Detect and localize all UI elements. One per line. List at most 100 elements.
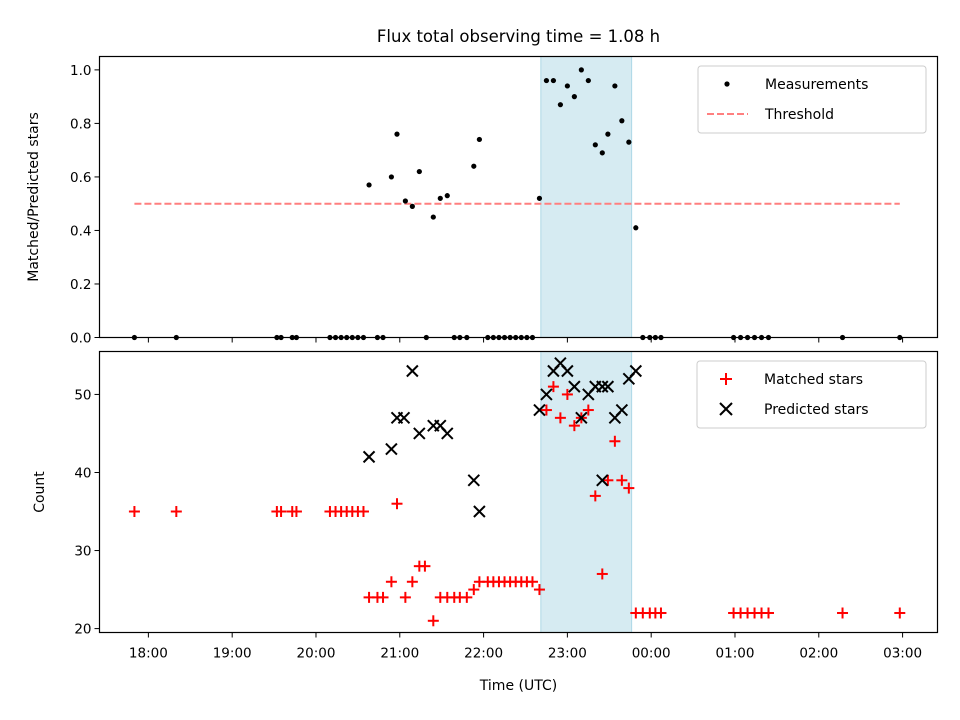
x-tick-label: 00:00 (632, 646, 671, 662)
predicted-star-point (540, 388, 553, 401)
matched-star-point (533, 584, 545, 596)
matched-star-point (655, 607, 667, 619)
x-tick-label: 18:00 (129, 646, 168, 662)
legend-predicted-marker (719, 402, 733, 416)
measurement-point (536, 195, 543, 201)
top-y-tick-label: 0.0 (70, 331, 91, 347)
matched-star-point (290, 506, 302, 518)
predicted-star-point (385, 442, 398, 456)
measurement-point (605, 131, 611, 137)
predicted-star-point (575, 411, 588, 425)
matched-star-point (427, 615, 439, 627)
matched-star-point (609, 435, 621, 447)
matched-star-point (763, 607, 775, 619)
measurement-point (402, 198, 408, 204)
matched-star-point (399, 591, 411, 603)
predicted-star-point (629, 364, 643, 378)
measurement-point (550, 77, 557, 84)
legend-measurements-marker (724, 81, 730, 87)
matched-star-point (561, 388, 573, 400)
measurement-point (471, 163, 477, 169)
x-tick-label: 02:00 (799, 646, 838, 662)
measurement-point (633, 225, 639, 231)
matched-star-point (468, 584, 480, 596)
measurement-point (476, 136, 482, 143)
x-tick-label: 20:00 (297, 646, 336, 662)
top-y-tick-label: 0.4 (70, 223, 91, 239)
x-tick-label: 22:00 (464, 646, 503, 662)
measurement-point (578, 67, 584, 73)
top-y-tick-label: 0.8 (70, 116, 91, 132)
top-y-tick-label: 0.6 (70, 170, 91, 186)
matched-star-point (540, 404, 552, 416)
predicted-star-point (568, 380, 581, 393)
matched-star-point (357, 506, 369, 518)
top-plot-frame (98, 55, 939, 339)
measurement-point (444, 193, 450, 199)
legend-threshold-label: Threshold (764, 107, 834, 123)
matched-star-point (170, 506, 182, 518)
predicted-star-point (601, 380, 615, 393)
x-tick-label: 23:00 (548, 646, 587, 662)
matched-star-point (568, 420, 580, 432)
bottom-y-tick-label: 20 (74, 622, 91, 638)
legend-measurements-label: Measurements (765, 77, 868, 93)
matched-star-point (128, 506, 140, 518)
x-tick-label: 19:00 (213, 646, 252, 662)
predicted-star-point (615, 403, 629, 417)
legend-predicted-label: Predicted stars (764, 402, 869, 418)
predicted-star-point (441, 427, 454, 440)
predicted-star-point (397, 411, 411, 425)
legend-matched-label: Matched stars (764, 372, 863, 388)
bottom-legend: Matched stars Predicted stars (696, 360, 927, 429)
predicted-star-point (533, 403, 546, 417)
matched-star-point (547, 381, 559, 393)
bottom-y-tick-label: 50 (74, 387, 91, 403)
predicted-star-point (467, 474, 481, 487)
top-highlight-span (540, 56, 633, 338)
measurement-point (592, 142, 598, 148)
measurement-point (416, 168, 422, 175)
measurement-point (557, 102, 564, 108)
measurement-point (571, 94, 577, 100)
measurement-point (543, 77, 550, 84)
top-legend: Measurements Threshold (697, 65, 927, 134)
measurement-point (585, 77, 591, 84)
bottom-y-axis-label: Count (32, 471, 48, 513)
measurement-point (564, 83, 570, 89)
top-legend-box (697, 65, 927, 134)
matched-star-point (419, 560, 431, 572)
measurement-point (612, 83, 618, 89)
x-tick-label: 01:00 (716, 646, 755, 662)
matched-star-point (894, 607, 906, 619)
measurement-point (430, 214, 436, 220)
predicted-star-point (413, 427, 426, 440)
measurement-point (394, 131, 400, 137)
chart-title: Flux total observing time = 1.08 h (377, 27, 660, 46)
x-tick-label: 21:00 (380, 646, 419, 662)
matched-star-point (589, 490, 601, 502)
bottom-y-tick-label: 40 (74, 465, 91, 481)
matched-star-point (623, 482, 635, 494)
top-y-axis-label: Matched/Predicted stars (26, 112, 42, 282)
measurement-point (409, 203, 415, 209)
matched-star-point (385, 576, 397, 588)
measurement-point (366, 182, 372, 188)
measurement-point (599, 150, 605, 156)
measurement-point (626, 139, 632, 145)
top-y-tick-label: 0.2 (70, 277, 91, 293)
matched-star-point (526, 576, 538, 588)
matched-star-point (602, 474, 614, 486)
measurement-point (437, 195, 443, 201)
top-panel: Flux total observing time = 1.08 h 0.0 0.… (26, 27, 939, 347)
predicted-star-point (561, 364, 574, 378)
matched-star-point (275, 506, 287, 518)
top-y-tick-label: 1.0 (70, 63, 91, 79)
predicted-star-point (596, 380, 609, 393)
measurement-point (388, 174, 395, 180)
matched-star-point (554, 412, 566, 424)
bottom-plot-frame (98, 350, 939, 634)
predicted-star-point (362, 450, 376, 464)
matched-star-point (616, 474, 628, 486)
